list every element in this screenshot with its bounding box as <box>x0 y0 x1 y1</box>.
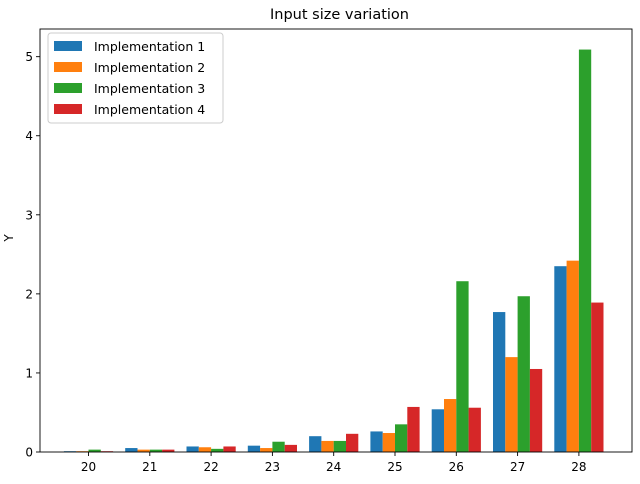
y-tick-label: 1 <box>25 366 33 380</box>
bar <box>346 433 359 452</box>
bar <box>505 357 518 452</box>
bar <box>370 431 383 452</box>
legend-swatch <box>54 83 82 93</box>
bar <box>149 449 163 452</box>
bar <box>333 440 346 452</box>
bar <box>395 424 408 452</box>
bar <box>284 444 297 452</box>
legend-label: Implementation 3 <box>94 81 205 96</box>
x-tick-label: 26 <box>449 460 464 474</box>
bar <box>468 407 481 452</box>
x-tick-label: 28 <box>571 460 586 474</box>
bar <box>493 312 506 452</box>
bar <box>431 409 444 452</box>
bar <box>444 399 457 452</box>
bars-group <box>63 49 604 453</box>
bar <box>529 368 543 452</box>
bar <box>456 281 469 452</box>
chart-title: Input size variation <box>270 7 409 23</box>
bar <box>247 445 261 452</box>
legend: Implementation 1 Implementation 2 Implemen… <box>47 32 224 124</box>
y-tick-label: 2 <box>25 287 33 301</box>
bar <box>198 447 212 452</box>
bar <box>309 436 322 452</box>
y-tick-label: 0 <box>25 446 33 460</box>
bar <box>591 302 604 452</box>
x-tick-label: 27 <box>510 460 525 474</box>
bar <box>125 448 138 452</box>
legend-swatch <box>54 62 82 72</box>
x-tick-label: 20 <box>81 460 96 474</box>
legend-swatch <box>54 41 82 51</box>
bar <box>186 446 199 452</box>
axes-group <box>39 28 633 453</box>
bar <box>88 449 101 452</box>
y-tick-label: 3 <box>25 208 33 222</box>
y-tick-label: 4 <box>25 129 33 143</box>
bar <box>211 448 224 452</box>
legend-box <box>47 32 224 124</box>
x-tick-label: 23 <box>265 460 280 474</box>
bar <box>321 440 334 452</box>
bar <box>137 449 150 452</box>
x-tick-label: 24 <box>326 460 341 474</box>
bar <box>162 449 175 452</box>
x-tick-label: 22 <box>203 460 218 474</box>
bar <box>517 296 530 452</box>
bar <box>260 448 273 452</box>
bar <box>272 441 285 452</box>
legend-label: Implementation 4 <box>94 102 205 117</box>
bar <box>407 406 420 452</box>
legend-label: Implementation 2 <box>94 60 205 75</box>
legend-label: Implementation 1 <box>94 39 205 54</box>
bar <box>382 433 395 452</box>
x-tick-label: 25 <box>387 460 402 474</box>
plot-frame <box>39 28 633 453</box>
y-axis-label: Y <box>2 234 16 243</box>
bar <box>578 49 592 453</box>
bar <box>566 260 579 452</box>
bar <box>223 446 236 452</box>
x-tick-label: 21 <box>142 460 157 474</box>
legend-swatch <box>54 104 82 114</box>
y-tick-label: 5 <box>25 50 33 64</box>
bar <box>554 266 567 452</box>
